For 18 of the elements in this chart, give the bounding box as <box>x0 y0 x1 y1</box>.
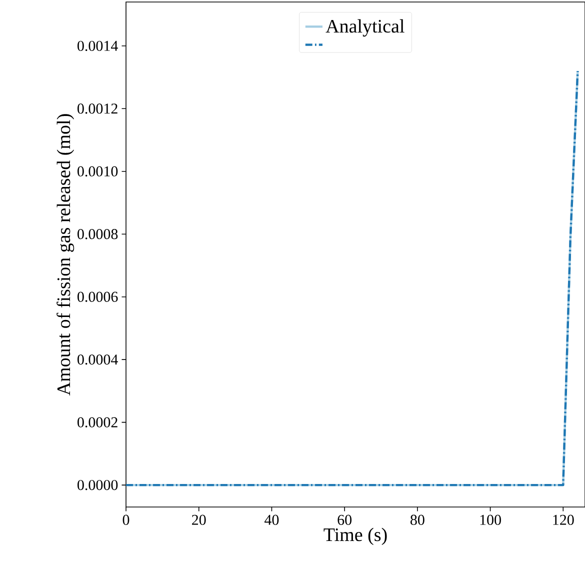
y-tick-label: 0.0008 <box>78 229 118 240</box>
x-tick-label: 40 <box>264 514 279 525</box>
y-tick-label: 0.0006 <box>78 292 118 302</box>
y-tick-label: 0.0004 <box>78 354 118 365</box>
legend-label: Analytical <box>326 19 404 37</box>
x-tick-label: 60 <box>338 514 352 525</box>
y-tick-label: 0.0014 <box>78 40 118 52</box>
x-tick-label: 120 <box>553 514 574 525</box>
x-tick-label: 0 <box>122 514 130 525</box>
x-tick-label: 100 <box>480 514 501 525</box>
y-tick-label: 0.0012 <box>78 104 118 114</box>
y-tick-label: 0.0002 <box>78 417 118 428</box>
x-tick-label: 80 <box>410 514 424 525</box>
y-tick-label: 0.0000 <box>78 480 118 490</box>
y-axis-title: Amount of fission gas released (mol) <box>56 114 74 396</box>
y-tick-label: 0.0010 <box>78 166 118 176</box>
x-axis-title: Time (s) <box>324 528 387 546</box>
x-tick-label: 20 <box>192 514 206 525</box>
